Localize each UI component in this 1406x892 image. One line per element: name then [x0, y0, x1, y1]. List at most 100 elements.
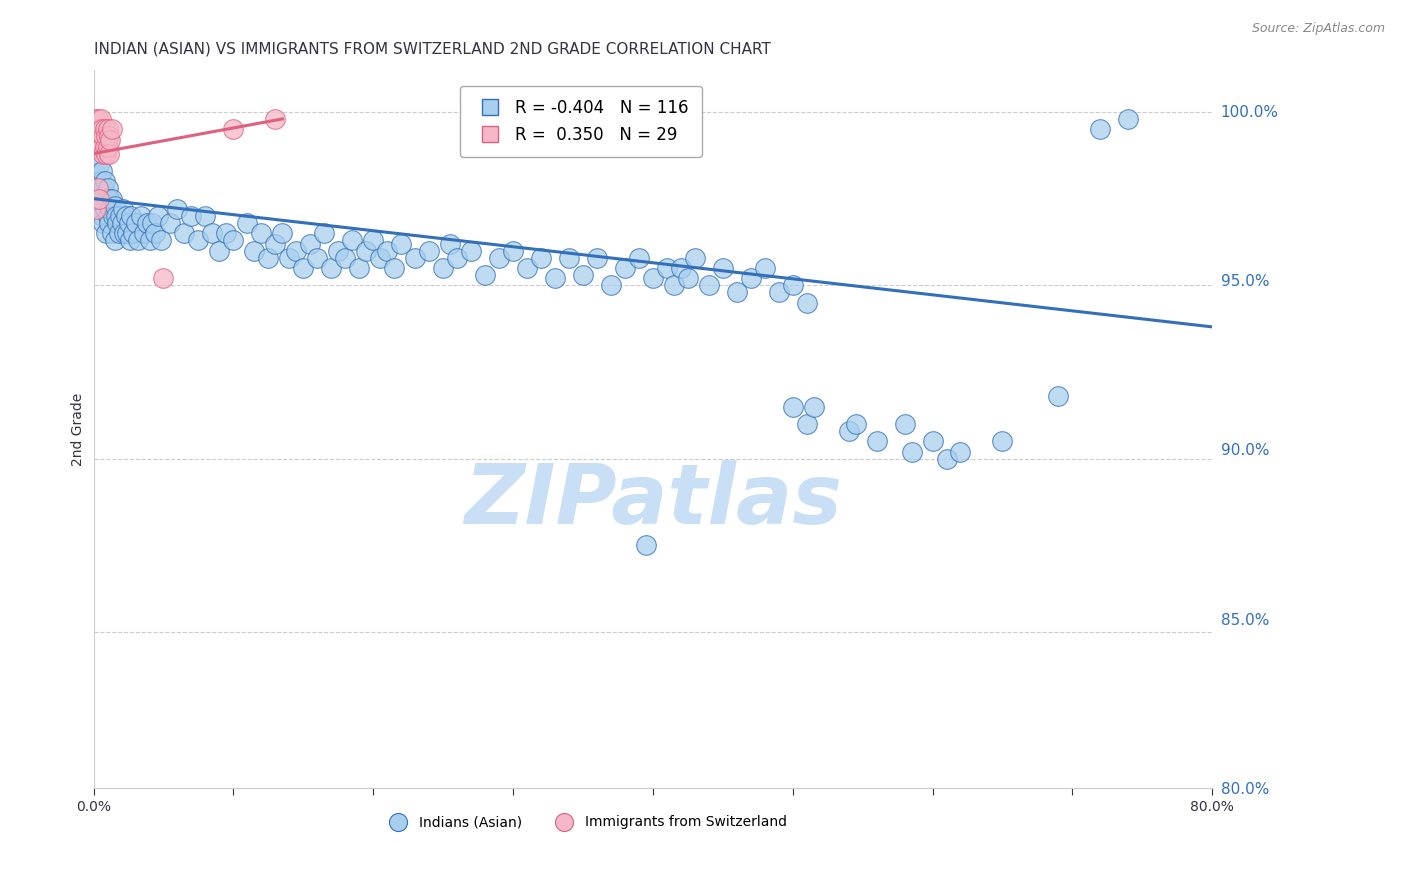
Point	[516, 260, 538, 275]
Point	[132, 227, 155, 241]
Point	[264, 112, 287, 126]
Point	[264, 236, 287, 251]
Point	[865, 434, 887, 449]
Point	[474, 268, 496, 282]
Point	[121, 227, 143, 241]
Point	[782, 400, 804, 414]
Point	[697, 278, 720, 293]
Point	[432, 260, 454, 275]
Point	[86, 139, 108, 153]
Point	[114, 209, 136, 223]
Point	[152, 271, 174, 285]
Point	[104, 209, 127, 223]
Point	[900, 444, 922, 458]
Point	[1047, 389, 1070, 403]
Point	[530, 251, 553, 265]
Point	[96, 146, 118, 161]
Point	[586, 251, 609, 265]
Point	[97, 129, 120, 144]
Point	[87, 112, 110, 126]
Text: ZIPatlas: ZIPatlas	[464, 460, 842, 541]
Point	[91, 209, 114, 223]
Point	[86, 202, 108, 216]
Point	[115, 227, 138, 241]
Point	[94, 174, 117, 188]
Point	[299, 236, 322, 251]
Point	[101, 209, 124, 223]
Point	[111, 202, 134, 216]
Point	[97, 192, 120, 206]
Point	[208, 244, 231, 258]
Point	[361, 233, 384, 247]
Point	[201, 227, 224, 241]
Point	[285, 244, 308, 258]
Point	[627, 251, 650, 265]
Point	[90, 133, 112, 147]
Point	[662, 278, 685, 293]
Point	[96, 227, 118, 241]
Point	[146, 209, 169, 223]
Point	[335, 251, 357, 265]
Point	[84, 112, 107, 126]
Legend: Indians (Asian), Immigrants from Switzerland: Indians (Asian), Immigrants from Switzer…	[380, 810, 793, 835]
Point	[89, 139, 111, 153]
Point	[600, 278, 623, 293]
Point	[91, 122, 114, 136]
Point	[86, 146, 108, 161]
Point	[98, 133, 121, 147]
Point	[796, 295, 818, 310]
Point	[342, 233, 364, 247]
Point	[572, 268, 595, 282]
Point	[935, 451, 957, 466]
Point	[87, 139, 110, 153]
Point	[655, 260, 678, 275]
Point	[103, 198, 125, 212]
Point	[87, 181, 110, 195]
Point	[166, 202, 188, 216]
Point	[84, 133, 107, 147]
Point	[86, 168, 108, 182]
Point	[782, 278, 804, 293]
Point	[314, 227, 336, 241]
Point	[93, 146, 115, 161]
Point	[96, 129, 118, 144]
Point	[187, 233, 209, 247]
Point	[108, 209, 131, 223]
Point	[292, 260, 315, 275]
Point	[194, 209, 217, 223]
Point	[460, 244, 482, 258]
Point	[354, 244, 377, 258]
Point	[838, 424, 860, 438]
Point	[117, 216, 139, 230]
Point	[368, 251, 391, 265]
Point	[96, 209, 118, 223]
Point	[89, 192, 111, 206]
Point	[613, 260, 636, 275]
Point	[89, 122, 111, 136]
Point	[96, 181, 118, 195]
Point	[94, 202, 117, 216]
Point	[382, 260, 405, 275]
Point	[257, 251, 280, 265]
Point	[96, 139, 118, 153]
Point	[107, 227, 129, 241]
Point	[138, 233, 160, 247]
Point	[118, 233, 141, 247]
Point	[90, 202, 112, 216]
Point	[278, 251, 301, 265]
Point	[683, 251, 706, 265]
Point	[991, 434, 1014, 449]
Point	[93, 181, 115, 195]
Point	[98, 202, 121, 216]
Point	[754, 260, 776, 275]
Point	[93, 129, 115, 144]
Point	[418, 244, 440, 258]
Point	[389, 236, 412, 251]
Point	[87, 181, 110, 195]
Point	[90, 174, 112, 188]
Point	[328, 244, 350, 258]
Point	[375, 244, 398, 258]
Point	[768, 285, 790, 300]
Point	[1090, 122, 1112, 136]
Point	[725, 285, 748, 300]
